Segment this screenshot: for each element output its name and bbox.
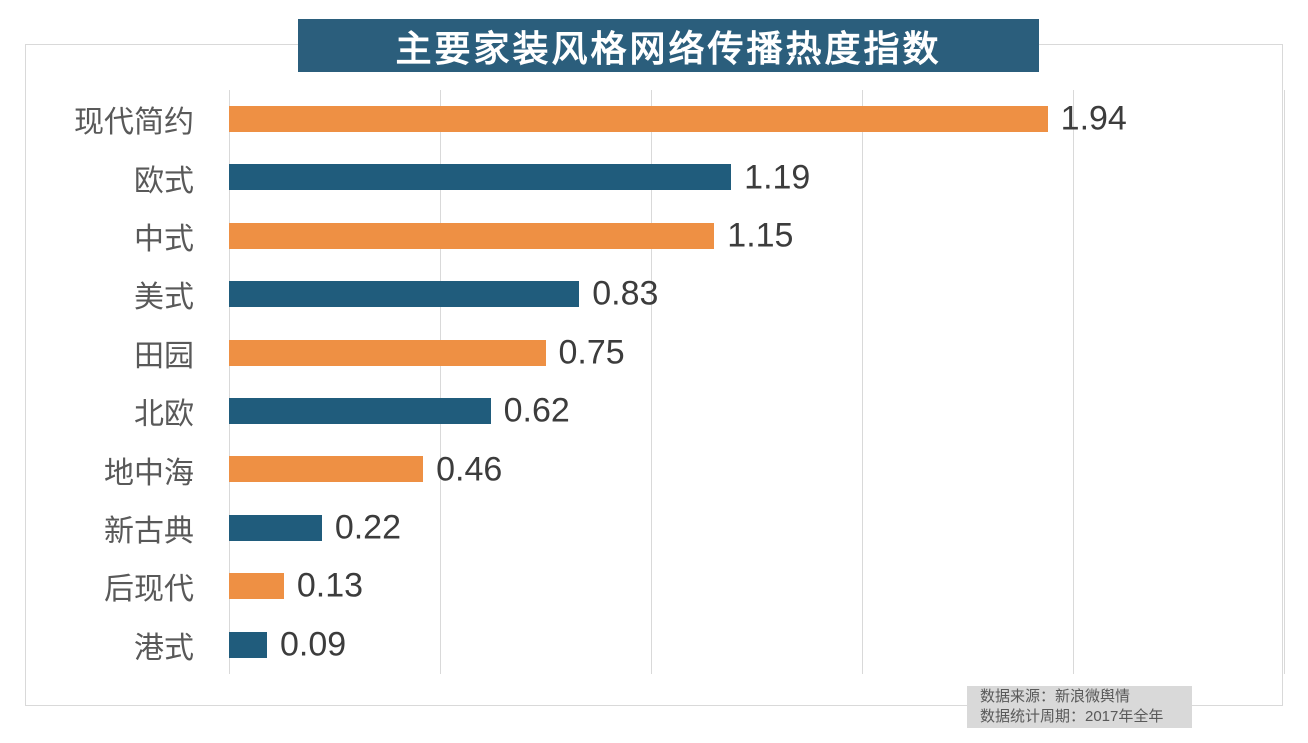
value-label: 1.15 (727, 216, 794, 255)
value-label: 0.13 (296, 566, 364, 605)
gridline (440, 90, 441, 674)
value-label: 0.62 (503, 391, 570, 430)
category-label: 现代简约 (74, 106, 194, 140)
category-label: 欧式 (134, 164, 194, 198)
bar (229, 573, 284, 600)
data-source-note: 数据来源：新浪微舆情 数据统计周期：2017年全年 (967, 686, 1192, 728)
category-label: 后现代 (104, 573, 194, 607)
bar (229, 398, 491, 424)
source-line-2: 数据统计周期：2017年全年 (980, 708, 1164, 725)
value-label: 0.75 (558, 333, 625, 372)
category-label: 新古典 (104, 514, 194, 548)
bar-row: 新古典 0.22 (104, 499, 1284, 557)
value-label: 0.09 (279, 625, 347, 664)
value-label: 0.46 (436, 450, 503, 489)
bar (229, 106, 1048, 132)
value-label: 0.83 (592, 274, 659, 313)
bar (229, 456, 424, 483)
category-label: 港式 (134, 631, 194, 665)
bar-row: 中式 1.15 (134, 207, 1284, 265)
bar (229, 281, 580, 308)
bar-row: 后现代 0.13 (104, 557, 1284, 615)
bar-row: 田园 0.75 (134, 324, 1284, 382)
bar-row: 美式 0.83 (134, 265, 1284, 323)
category-label: 中式 (134, 222, 194, 256)
bar (229, 631, 267, 658)
value-label: 1.19 (744, 158, 811, 197)
category-label: 北欧 (134, 398, 194, 432)
value-label: 1.94 (1060, 99, 1127, 138)
chart-title: 主要家装风格网络传播热度指数 (298, 19, 1039, 72)
gridline (1284, 90, 1285, 674)
category-label: 地中海 (104, 456, 194, 490)
bar-row: 欧式 1.19 (134, 148, 1284, 206)
gridline (651, 90, 652, 674)
bar-row: 现代简约 1.94 (74, 90, 1284, 148)
gridline (229, 90, 230, 674)
bar (229, 164, 732, 191)
source-line-1: 数据来源：新浪微舆情 (980, 688, 1131, 705)
bar (229, 339, 546, 366)
bar-row: 地中海 0.46 (104, 440, 1284, 498)
bar (229, 222, 715, 249)
gridline (1073, 90, 1074, 674)
plot-area: 现代简约 1.94 欧式 1.19 中式 1.15 美式 0.83 田园 0.75 北欧 0.62 地中… (74, 90, 1285, 674)
gridline (862, 90, 863, 674)
category-label: 田园 (134, 339, 194, 373)
category-label: 美式 (134, 281, 194, 315)
value-label: 0.22 (334, 508, 402, 547)
bar-row: 港式 0.09 (134, 616, 1284, 674)
bar-row: 北欧 0.62 (134, 382, 1284, 440)
bar (229, 514, 322, 541)
